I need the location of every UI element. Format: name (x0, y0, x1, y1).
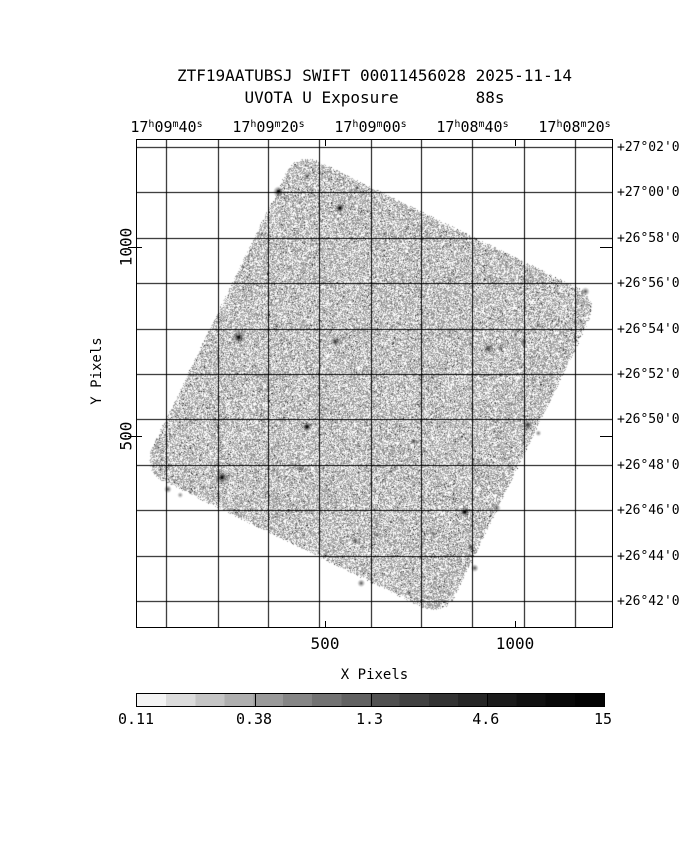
colorbar-tick-label: 1.3 (355, 710, 384, 728)
colorbar-divider (486, 694, 488, 706)
dec-tick-label: +26°50'0 (617, 412, 680, 428)
dec-tick-label: +26°54'0 (617, 321, 680, 337)
dec-tick-label: +26°52'0 (617, 367, 680, 382)
colorbar (136, 693, 605, 707)
x-axis-title: X Pixels (340, 667, 409, 683)
x-axis-tick-top (325, 140, 326, 146)
y-axis-tick-right (600, 246, 612, 248)
y-axis-tick-labels: 1000 500 (0, 140, 137, 627)
dec-tick-label: +27°00'0 (617, 185, 680, 201)
ra-tick-label: 17h08m40s (436, 118, 509, 136)
y-axis-title: Y Pixels (89, 337, 105, 405)
ra-axis-labels: 17h09m40s 17h09m20s 17h09m00s 17h08m40s 17h0… (130, 116, 612, 138)
colorbar-tick-label: 4.6 (472, 710, 500, 728)
y-axis-tick-right (600, 435, 612, 437)
dec-tick-label: +26°58'0 (617, 230, 680, 246)
dec-axis-labels: +27°02'0 +27°00'0 +26°58'0 +26°56'0 +26°54'0… (615, 140, 680, 627)
dec-tick-label: +26°48'0 (617, 457, 680, 473)
ra-tick-label: 17h09m00s (334, 118, 407, 136)
colorbar-tick-label: 15 (593, 710, 613, 728)
ra-tick-label: 17h09m20s (232, 118, 305, 136)
plot-title: ZTF19AATUBSJ SWIFT 00011456028 2025-11-1… (177, 66, 572, 85)
x-tick-label: 1000 (495, 634, 535, 653)
x-tick-label: 500 (310, 634, 340, 653)
y-axis-tick-left (128, 246, 142, 248)
plot-subtitle: UVOTA U Exposure 88s (244, 88, 505, 107)
colorbar-divider (255, 694, 256, 706)
colorbar-tick-label: 0.11 (117, 710, 155, 728)
x-axis-tick-bottom (515, 621, 516, 627)
sky-image-canvas (137, 140, 612, 627)
ra-tick-label: 17h09m40s (130, 118, 203, 136)
dec-tick-label: +26°56'0 (617, 276, 680, 292)
colorbar-divider (370, 694, 372, 706)
dec-tick-label: +27°02'0 (617, 140, 680, 155)
dec-tick-label: +26°42'0 (617, 593, 680, 609)
plot-area (128, 139, 613, 628)
y-tick-label: 500 (116, 421, 136, 451)
colorbar-labels: 0.11 0.38 1.3 4.6 15 (118, 710, 612, 730)
x-axis-tick-labels: 500 1000 (137, 634, 612, 654)
ra-tick-label: 17h08m20s (538, 118, 611, 136)
dec-tick-label: +26°46'0 (617, 503, 680, 519)
x-axis-tick-top (515, 140, 516, 146)
colorbar-tick-label: 0.38 (235, 710, 273, 728)
y-axis-tick-left (128, 435, 142, 437)
dec-tick-label: +26°44'0 (617, 548, 680, 564)
y-tick-label: 1000 (116, 227, 136, 267)
x-axis-tick-bottom (325, 621, 326, 627)
